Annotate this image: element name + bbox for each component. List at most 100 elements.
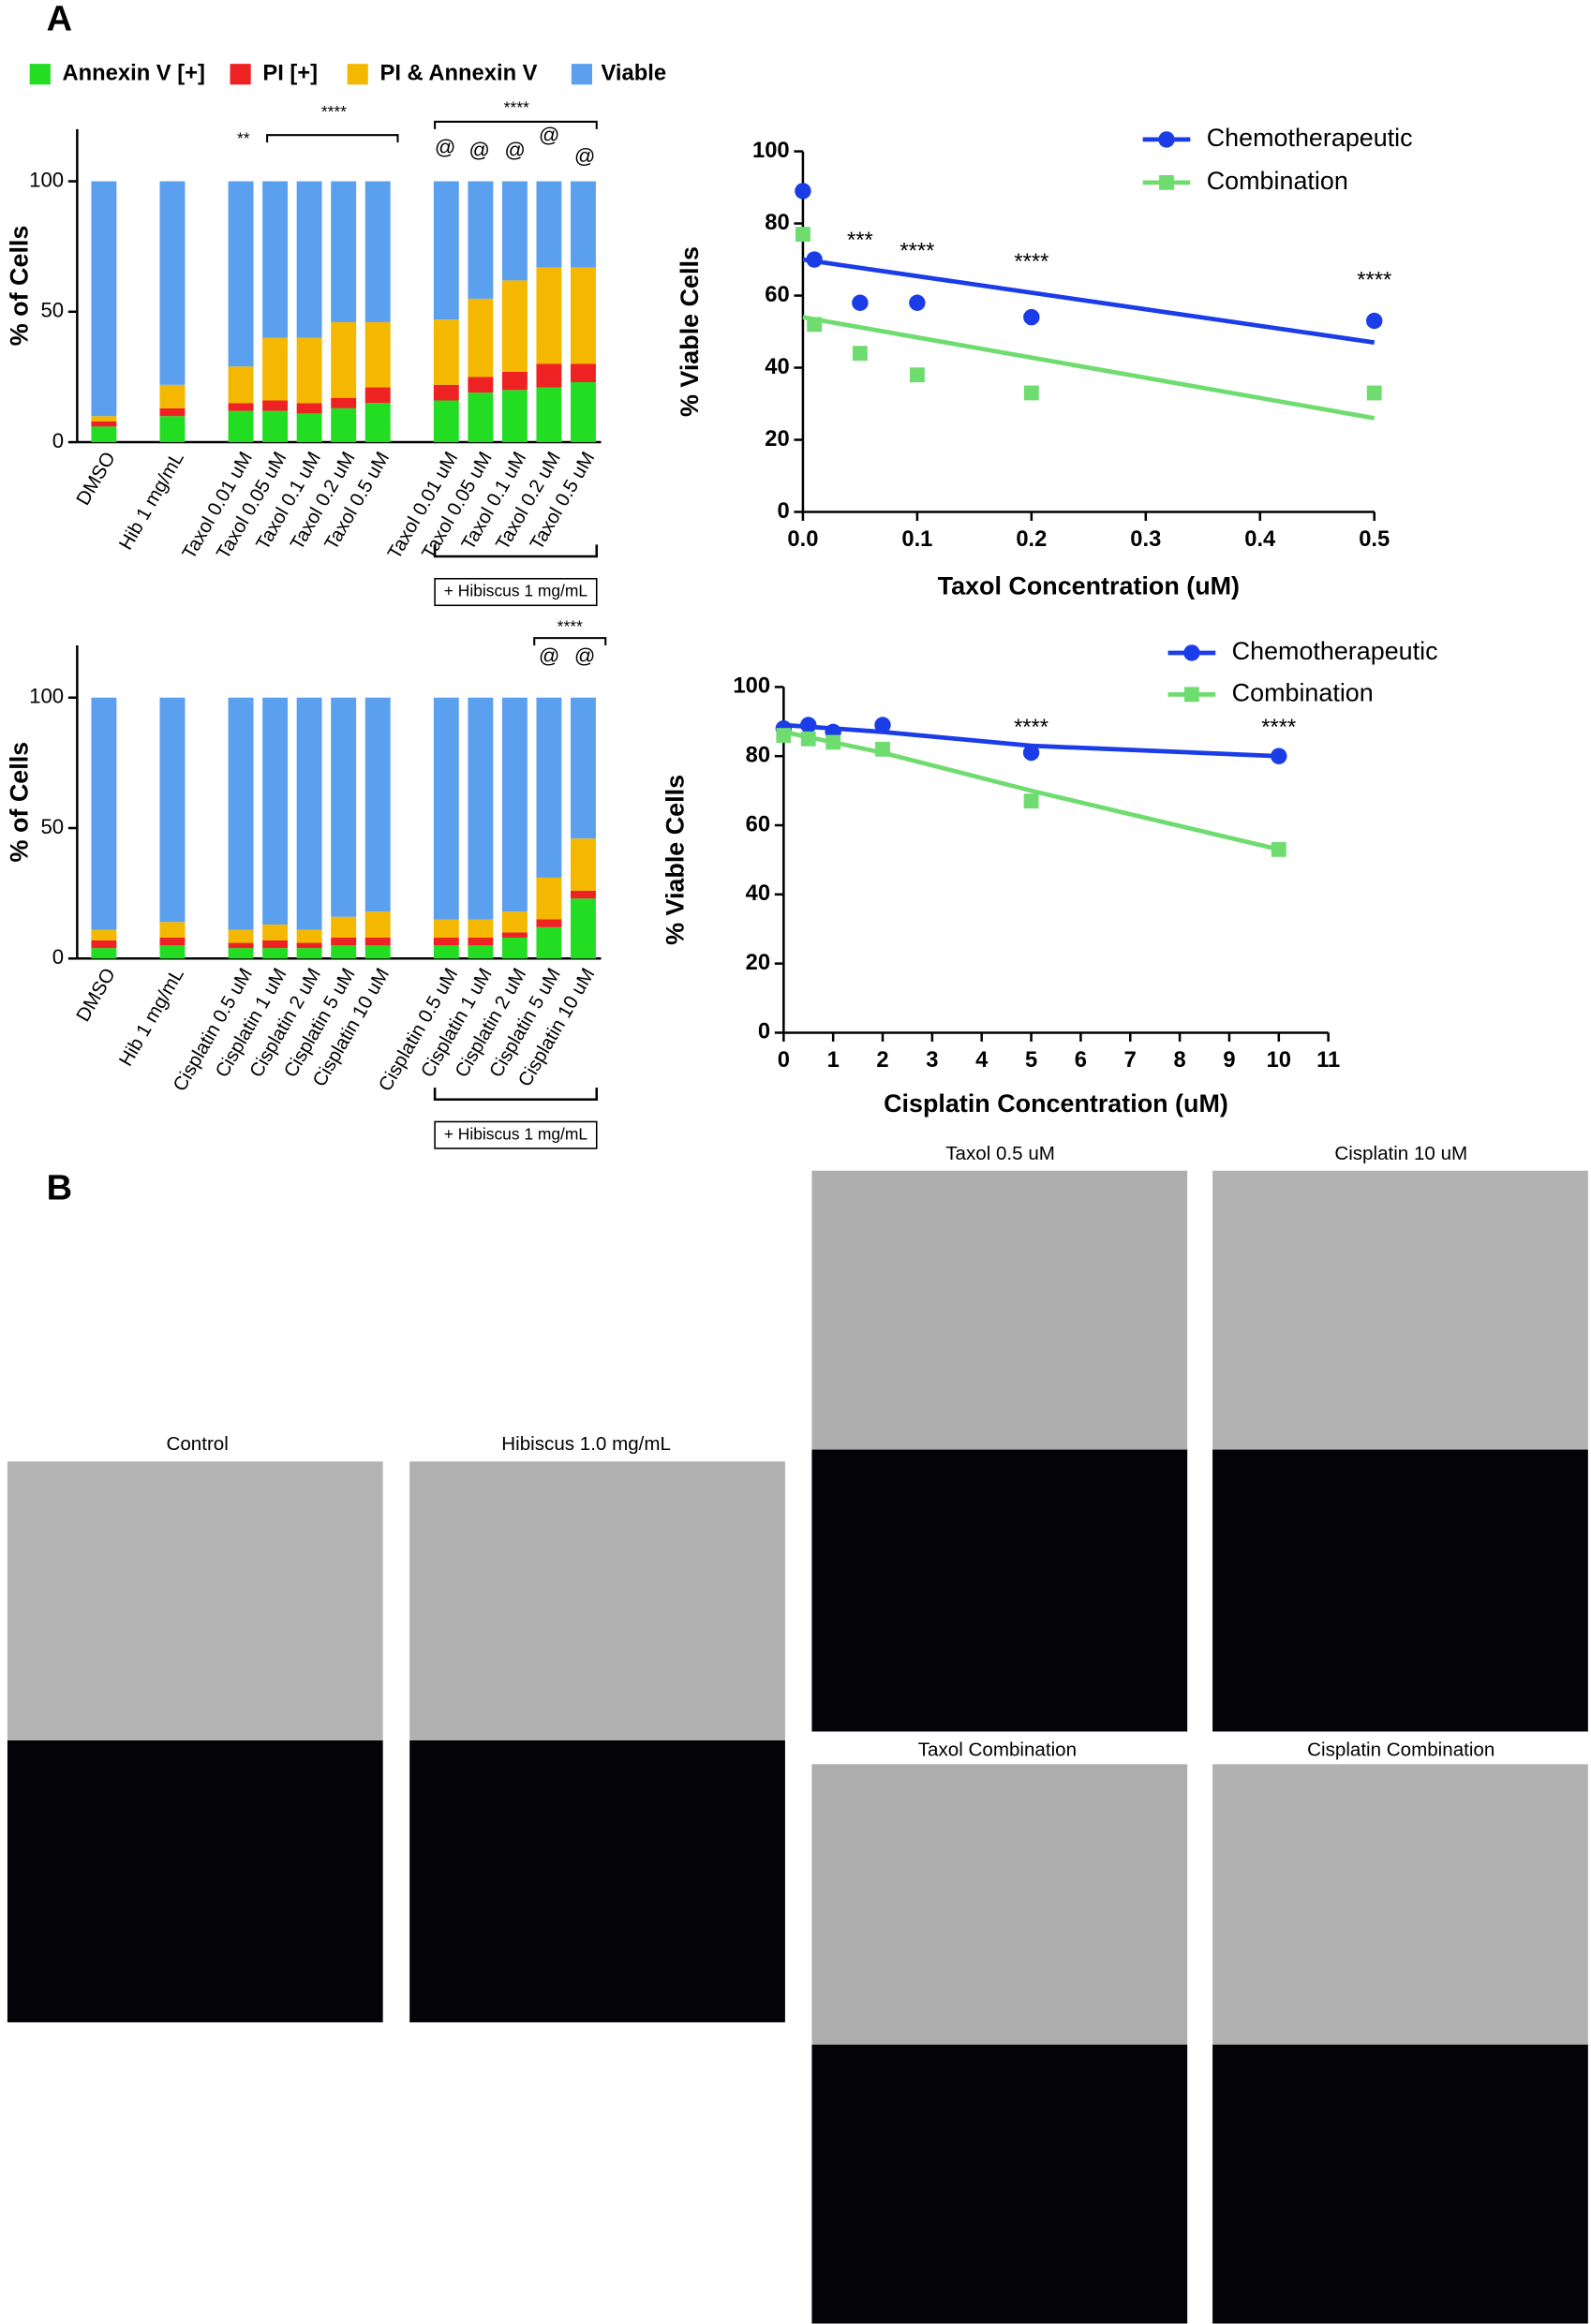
- micrograph-cisplatin-combination: Cisplatin Combination: [1212, 1739, 1588, 2324]
- annotation: @: [574, 644, 596, 668]
- image-caption: Cisplatin Combination: [1307, 1739, 1494, 1761]
- legend-swatch: [29, 64, 51, 85]
- legend-label: Chemotherapeutic: [1207, 124, 1413, 152]
- image-caption: Control: [166, 1433, 228, 1455]
- bar-segment: [91, 948, 117, 959]
- data-point: [909, 294, 926, 311]
- bar-segment: [331, 916, 357, 938]
- y-tick-label: 20: [746, 950, 770, 975]
- data-point: [1271, 748, 1287, 764]
- bar-segment: [159, 697, 186, 923]
- x-tick-label: DMSO: [72, 965, 120, 1026]
- bar-segment: [364, 181, 391, 322]
- bar-segment: [228, 366, 254, 404]
- bar-segment: [501, 280, 528, 372]
- legend-swatch: [347, 64, 368, 85]
- significance-bracket: [533, 637, 607, 646]
- annotation: ****: [504, 97, 529, 116]
- bar-segment: [364, 697, 391, 912]
- group-label: + Hibiscus 1 mg/mL: [444, 582, 588, 600]
- data-point: [1022, 744, 1040, 762]
- legend-label: Chemotherapeutic: [1232, 637, 1438, 665]
- legend-marker: [1159, 174, 1174, 190]
- bar-segment: [433, 319, 459, 385]
- panel-label: B: [47, 1168, 72, 1207]
- data-point: [875, 741, 890, 757]
- bar-segment: [501, 371, 528, 391]
- bar-segment: [364, 387, 391, 404]
- legend-label: Viable: [602, 61, 667, 86]
- x-tick-label: 2: [876, 1047, 888, 1073]
- bar-segment: [536, 181, 562, 268]
- bar-segment: [159, 922, 186, 938]
- bar-segment: [536, 919, 562, 927]
- annotation: ****: [558, 617, 583, 636]
- fit-line: [802, 315, 1375, 421]
- annotation: ****: [1014, 715, 1048, 740]
- fit-line: [802, 257, 1375, 345]
- group-box: [434, 1120, 598, 1149]
- fluorescence-image: [1212, 1449, 1588, 1732]
- data-point: [1023, 385, 1039, 401]
- x-axis-label: Taxol Concentration (uM): [938, 571, 1240, 600]
- y-tick-label: 100: [29, 168, 64, 191]
- bar-segment: [262, 337, 289, 401]
- y-axis-label: % Viable Cells: [676, 246, 704, 417]
- bar-segment: [159, 384, 186, 408]
- bar-segment: [364, 403, 391, 443]
- x-tick-label: 0: [778, 1047, 790, 1073]
- bar-segment: [468, 919, 494, 938]
- y-tick-label: 40: [746, 881, 770, 906]
- bar-segment: [468, 697, 494, 920]
- y-tick-label: 60: [765, 282, 789, 307]
- legend-label: PI [+]: [262, 61, 318, 86]
- bar-segment: [262, 181, 289, 338]
- bar-segment: [364, 321, 391, 388]
- x-tick-label: 0.0: [787, 526, 818, 552]
- x-tick-label: 0.2: [1016, 526, 1047, 552]
- x-tick-label: 8: [1173, 1047, 1185, 1073]
- bar-segment: [296, 929, 322, 943]
- group-bracket: [433, 544, 599, 558]
- bar-segment: [262, 940, 289, 949]
- annotation: @: [539, 124, 560, 147]
- bar-segment: [296, 413, 322, 443]
- bar-segment: [433, 697, 459, 920]
- legend-marker: [1183, 644, 1200, 661]
- data-point: [874, 717, 891, 733]
- data-point: [825, 734, 841, 750]
- bar-segment: [501, 937, 528, 959]
- bar-segment: [331, 697, 357, 917]
- brightfield-image: [1212, 1764, 1588, 2045]
- image-caption: Hibiscus 1.0 mg/mL: [501, 1433, 671, 1455]
- data-point: [800, 717, 817, 733]
- bar-segment: [228, 403, 254, 411]
- bar-segment: [91, 416, 117, 422]
- bar-segment: [159, 945, 186, 959]
- legend-label: Combination: [1207, 167, 1348, 195]
- micrograph-taxol: Taxol 0.5 uM: [811, 1143, 1188, 1732]
- bar-segment: [228, 410, 254, 443]
- x-tick-label: 11: [1316, 1047, 1340, 1073]
- image-caption: Cisplatin 10 uM: [1334, 1143, 1467, 1164]
- bar-segment: [296, 337, 322, 404]
- bar-segment: [570, 898, 596, 959]
- bar-segment: [262, 697, 289, 925]
- bar-segment: [570, 267, 596, 364]
- x-tick-label: 0.4: [1244, 526, 1276, 552]
- annotation: @: [504, 138, 526, 161]
- bar-segment: [501, 932, 528, 938]
- x-tick-label: Hib 1 mg/mL: [115, 965, 188, 1071]
- bar-segment: [159, 416, 186, 443]
- bar-segment: [570, 363, 596, 382]
- brightfield-image: [811, 1764, 1188, 2045]
- panel-label: A: [47, 0, 72, 38]
- y-axis-label: % Viable Cells: [661, 775, 689, 945]
- annotation: ****: [1014, 249, 1048, 274]
- legend-label: Annexin V [+]: [63, 61, 205, 86]
- bar-segment: [570, 381, 596, 443]
- bar-segment: [228, 181, 254, 367]
- legend-label: Combination: [1232, 678, 1374, 706]
